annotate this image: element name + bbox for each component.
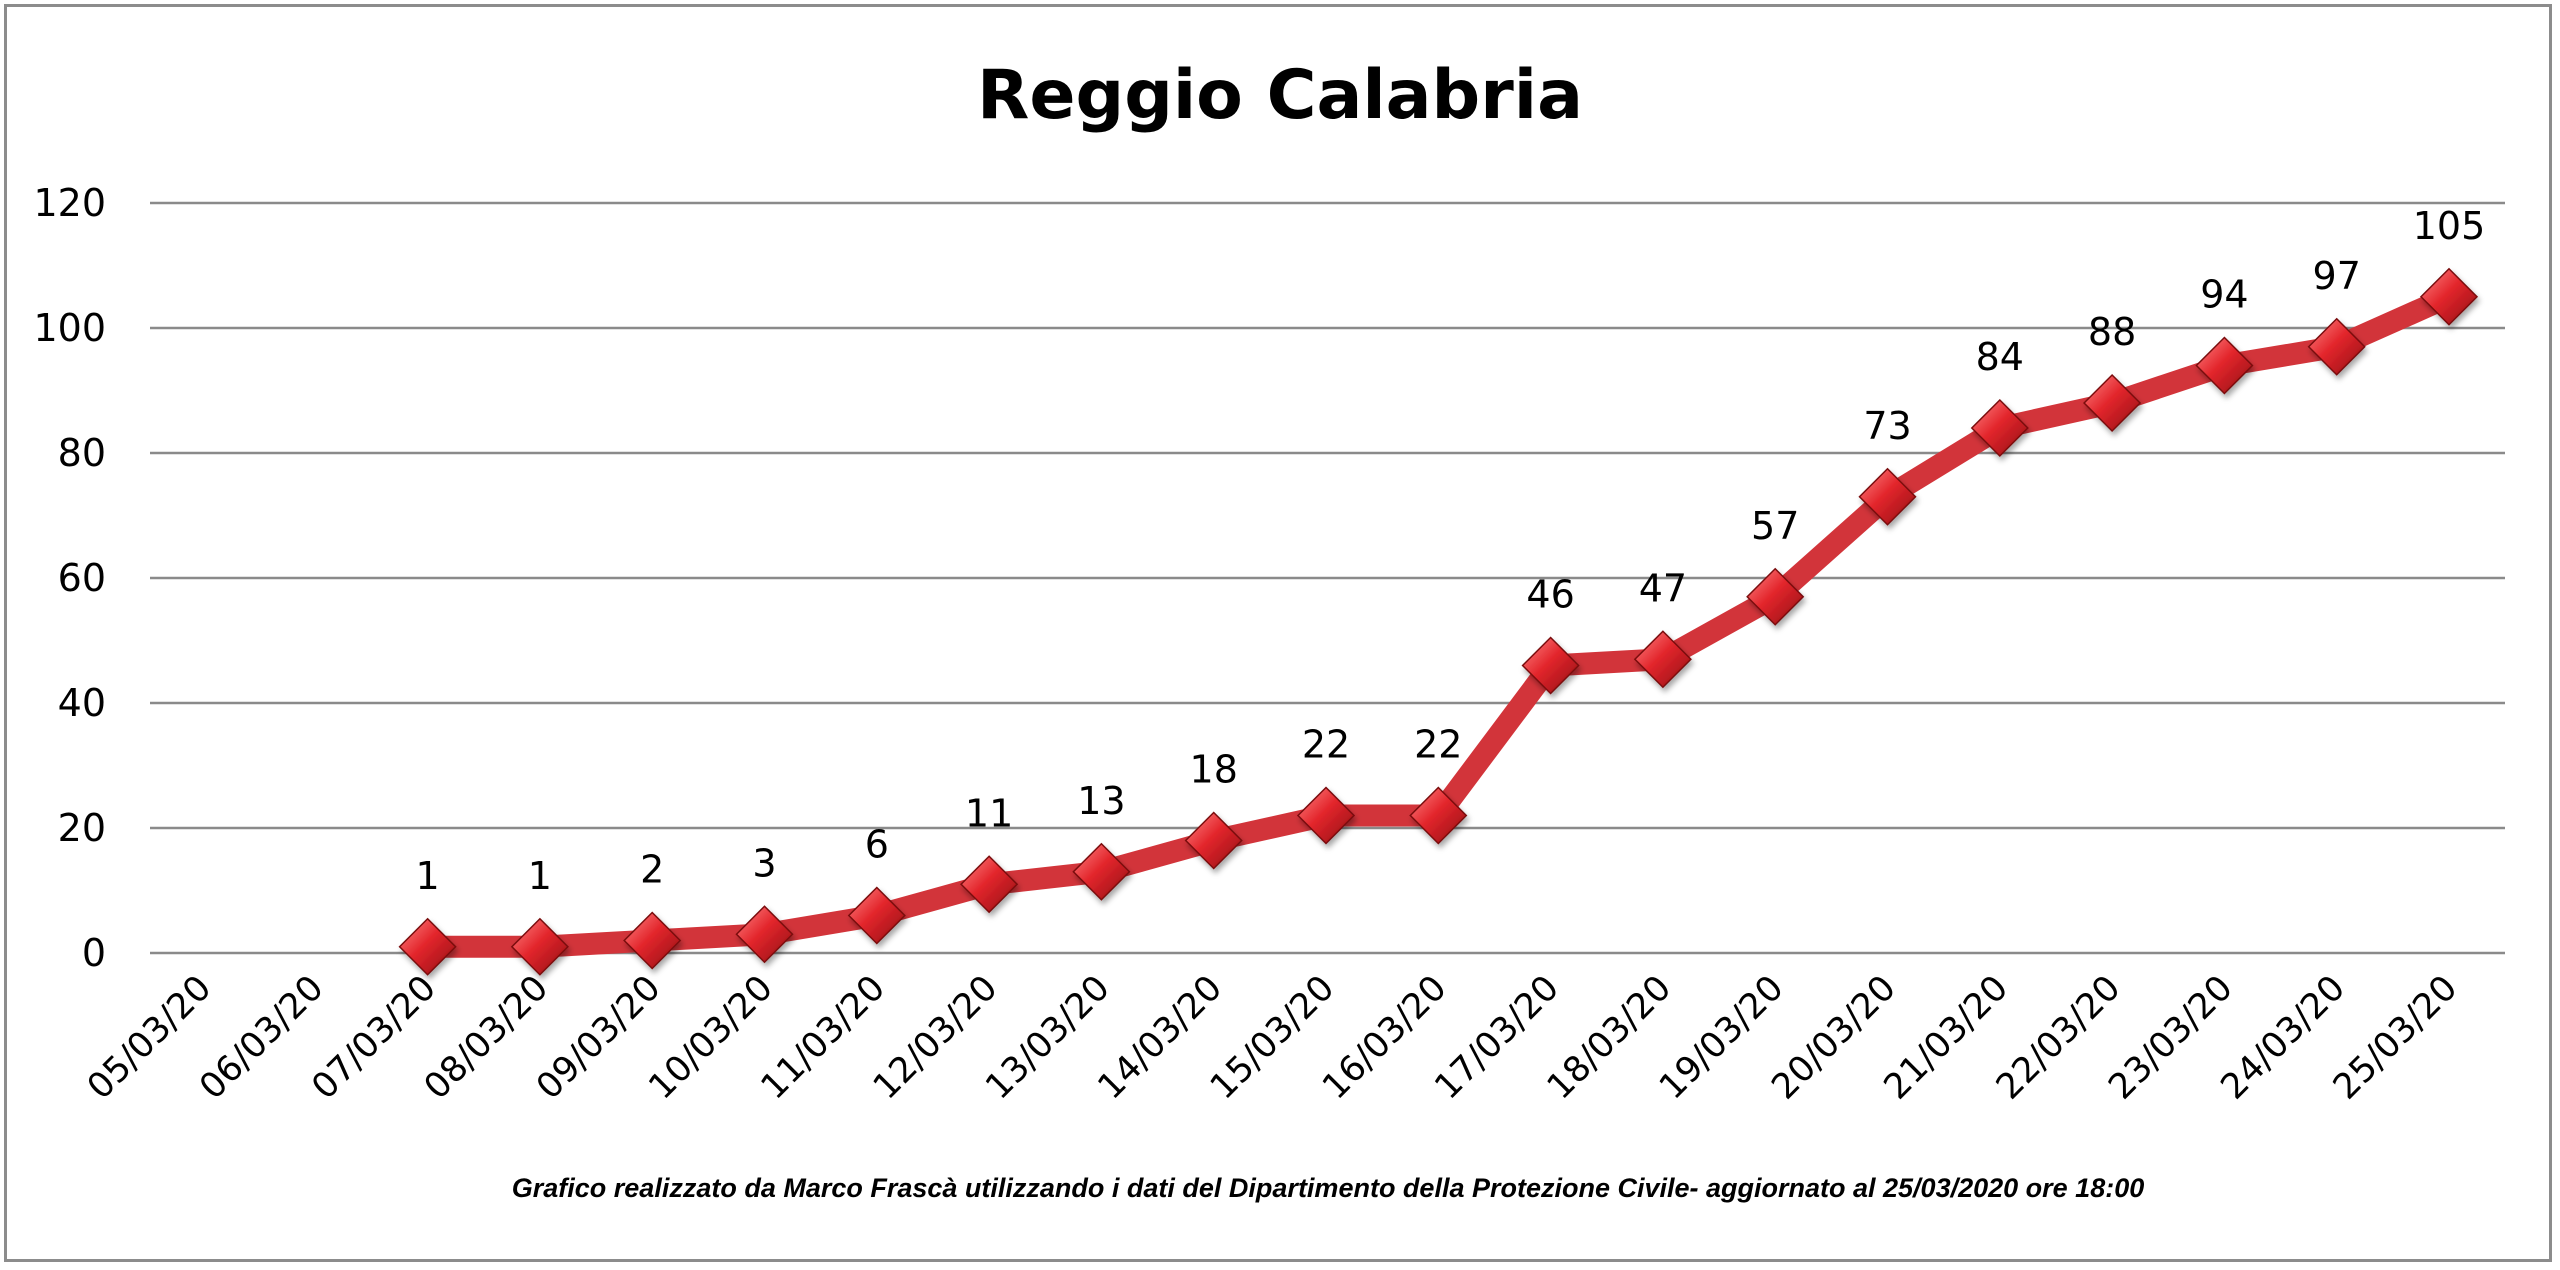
data-label: 97	[2313, 254, 2361, 298]
data-label: 18	[1190, 748, 1238, 792]
data-point-marker	[1970, 398, 2029, 458]
y-tick-label: 120	[33, 181, 106, 225]
data-label: 6	[865, 823, 889, 867]
data-label: 13	[1077, 779, 1125, 823]
y-tick-label: 0	[82, 931, 106, 975]
data-label: 73	[1863, 404, 1911, 448]
data-point-marker	[1633, 630, 1692, 689]
data-point-marker	[2083, 373, 2142, 433]
y-tick-label: 40	[58, 681, 106, 725]
data-label: 2	[640, 848, 664, 892]
data-label: 1	[528, 854, 552, 898]
data-point-marker	[1296, 786, 1356, 845]
x-tick-label: 25/03/20	[2326, 968, 2465, 1107]
data-point-marker	[1409, 786, 1468, 845]
data-label: 88	[2088, 310, 2136, 354]
chart-frame	[4, 4, 2552, 1262]
data-label: 47	[1639, 566, 1687, 610]
data-point-marker	[960, 855, 1019, 914]
x-axis-ticks: 05/03/2006/03/2007/03/2008/03/2009/03/20…	[80, 968, 2465, 1107]
data-point-marker	[2195, 336, 2254, 395]
data-label: 94	[2200, 273, 2248, 317]
data-point-marker	[2419, 267, 2479, 326]
markers	[398, 267, 2479, 976]
data-label: 105	[2413, 204, 2486, 248]
data-label: 22	[1302, 723, 1350, 767]
data-point-marker	[735, 905, 794, 964]
series-line-layer	[416, 285, 2460, 958]
series-line	[416, 285, 2460, 958]
data-point-marker	[1858, 467, 1917, 526]
data-point-marker	[2307, 317, 2366, 376]
y-tick-label: 60	[58, 556, 106, 600]
data-point-marker	[623, 911, 682, 970]
y-axis-ticks: 0 20 40 60 80 100 120	[33, 181, 106, 975]
data-label: 22	[1414, 723, 1462, 767]
data-label: 1	[416, 854, 440, 898]
chart-title: Reggio Calabria	[977, 56, 1583, 135]
data-point-marker	[1746, 567, 1805, 626]
data-point-marker	[1521, 636, 1580, 695]
data-point-marker	[398, 917, 457, 976]
data-point-marker	[510, 917, 569, 976]
y-tick-label: 20	[58, 806, 106, 850]
data-point-marker	[847, 886, 906, 945]
y-tick-label: 80	[58, 431, 106, 475]
data-label: 57	[1751, 504, 1799, 548]
data-point-marker	[1072, 842, 1131, 901]
chart-credit: Grafico realizzato da Marco Frascà utili…	[512, 1173, 2145, 1203]
data-label: 84	[1976, 335, 2024, 379]
data-label: 11	[965, 791, 1013, 835]
data-label: 3	[752, 841, 776, 885]
data-point-marker	[1184, 811, 1243, 870]
data-label: 46	[1526, 573, 1574, 617]
y-tick-label: 100	[33, 306, 106, 350]
